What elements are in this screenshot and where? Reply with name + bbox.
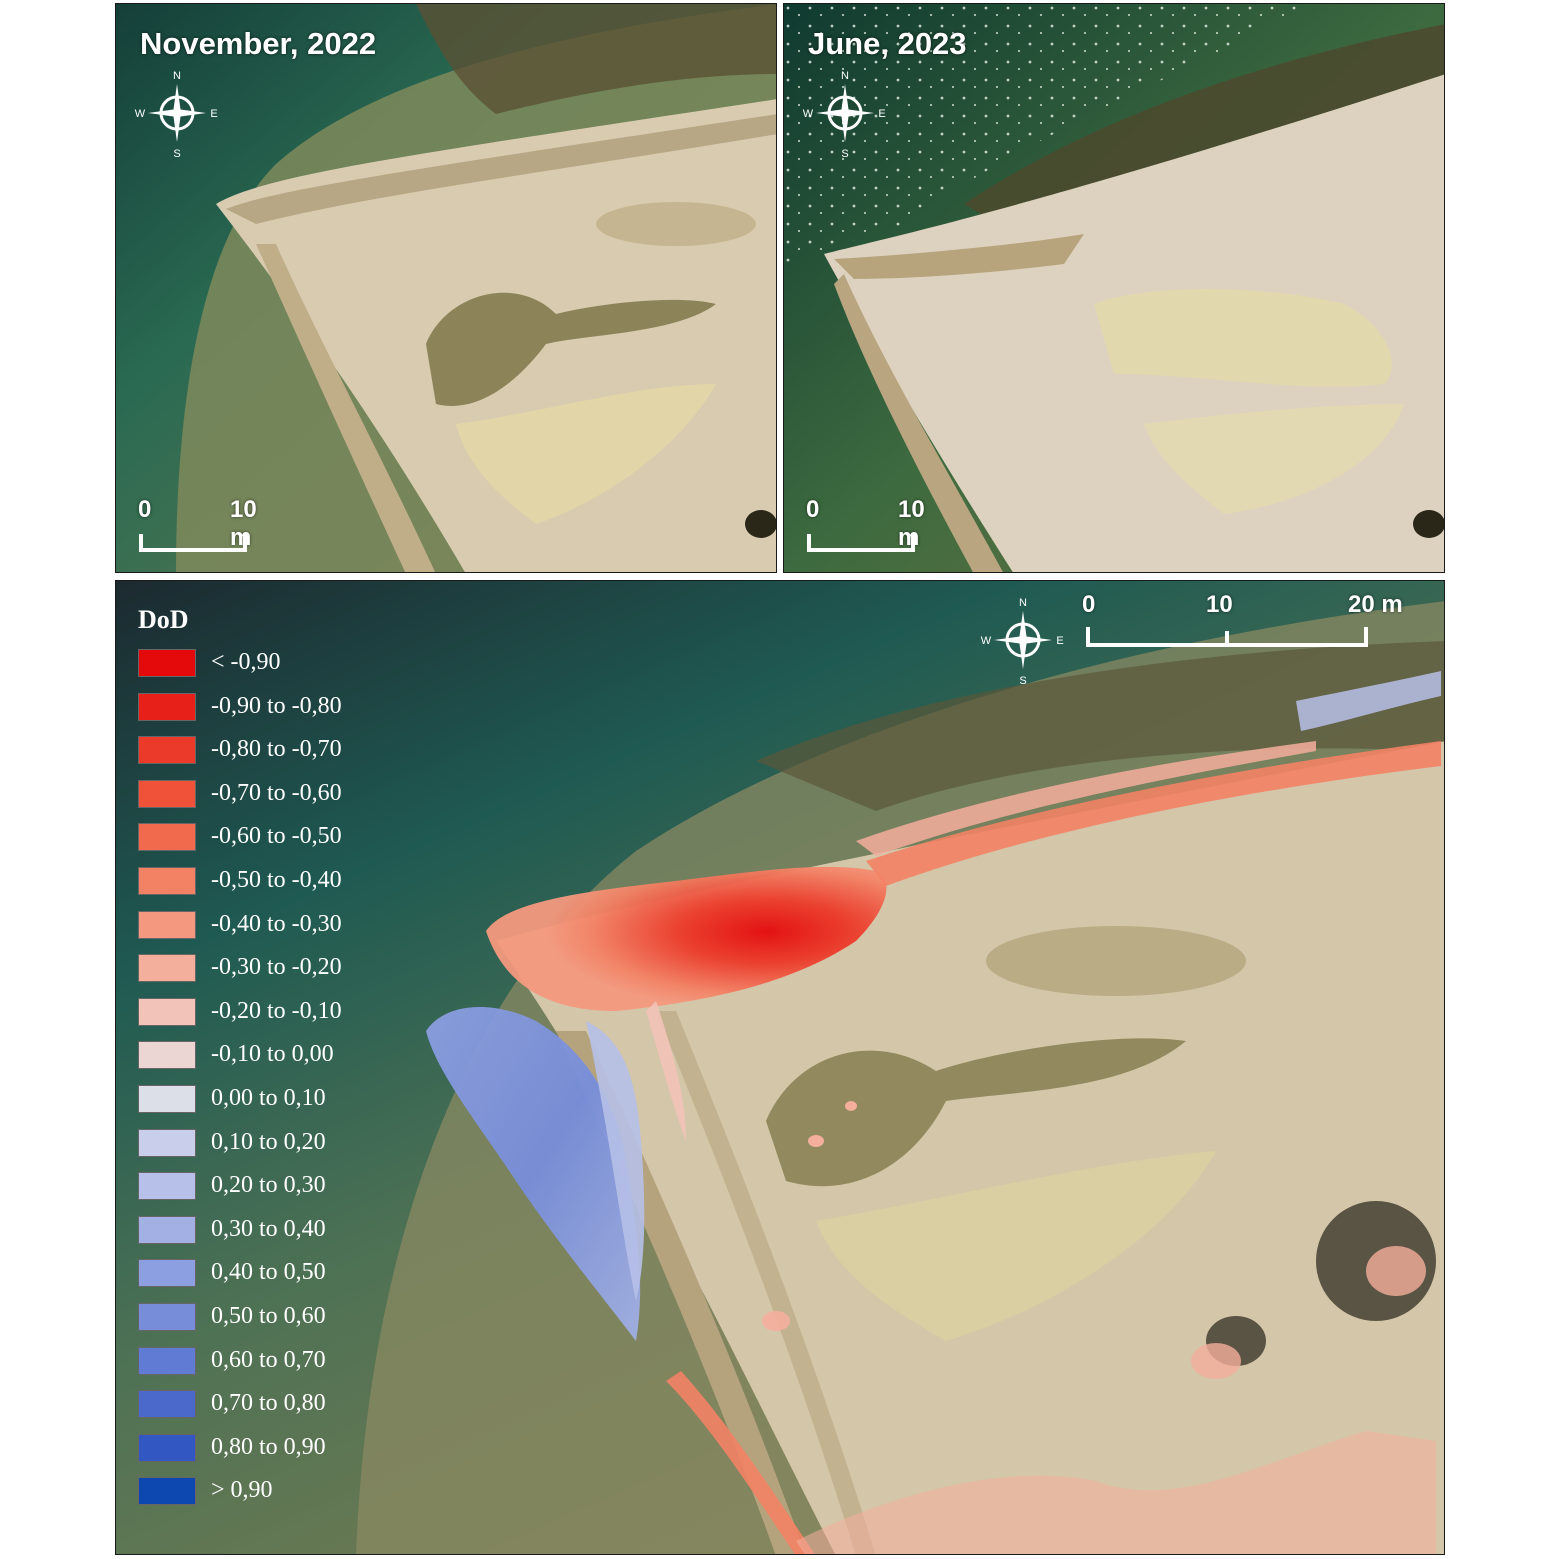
legend-item: -0,10 to 0,00 [138, 1037, 388, 1081]
legend-swatch [138, 692, 196, 721]
legend-swatch [138, 866, 196, 895]
legend-swatch [138, 954, 196, 983]
legend-label: -0,40 to -0,30 [211, 910, 342, 937]
legend-label: -0,30 to -0,20 [211, 954, 342, 981]
legend-swatch [138, 823, 196, 852]
legend-title: DoD [138, 605, 189, 634]
legend-items: < -0,90 -0,90 to -0,80 -0,80 to -0,70 -0,70… [138, 645, 388, 1517]
legend-item: 0,20 to 0,30 [138, 1168, 388, 1212]
compass-n: N [1019, 597, 1027, 609]
legend-swatch [138, 1433, 196, 1462]
compass-e: E [1056, 635, 1063, 647]
legend-label: -0,20 to -0,10 [211, 997, 342, 1024]
legend-item: -0,30 to -0,20 [138, 950, 388, 994]
scale-bar: 0 10 m [138, 496, 278, 556]
north-arrow-icon: N S E W [803, 70, 886, 158]
scale-line [807, 534, 915, 552]
legend-label: 0,30 to 0,40 [211, 1215, 326, 1242]
legend-label: 0,20 to 0,30 [211, 1172, 326, 1199]
compass-s: S [841, 148, 848, 158]
legend-swatch [138, 1215, 196, 1244]
legend-swatch [138, 997, 196, 1026]
compass-w: W [135, 108, 146, 120]
legend-swatch [138, 736, 196, 765]
north-arrow-icon: N S E W [135, 70, 218, 158]
legend-swatch [138, 1302, 196, 1331]
scale-label-end: 10 m [230, 496, 257, 551]
legend-swatch [138, 1041, 196, 1070]
legend-label: > 0,90 [211, 1477, 273, 1504]
scale-label-start: 0 [138, 496, 152, 523]
legend-item: 0,70 to 0,80 [138, 1386, 388, 1430]
legend-label: -0,70 to -0,60 [211, 779, 342, 806]
legend-item: -0,20 to -0,10 [138, 994, 388, 1038]
orthophoto-november-2022: November, 2022 N S E W 0 10 m [115, 3, 777, 573]
legend-item: -0,50 to -0,40 [138, 863, 388, 907]
legend-item: -0,60 to -0,50 [138, 819, 388, 863]
legend-label: 0,40 to 0,50 [211, 1259, 326, 1286]
legend-item: -0,90 to -0,80 [138, 689, 388, 733]
legend-item: 0,10 to 0,20 [138, 1125, 388, 1169]
compass-e: E [210, 108, 217, 120]
dod-legend: DoD < -0,90 -0,90 to -0,80 -0,80 to -0,70 -… [138, 605, 388, 1517]
legend-label: 0,60 to 0,70 [211, 1346, 326, 1373]
legend-label: -0,60 to -0,50 [211, 823, 342, 850]
legend-swatch [138, 649, 196, 677]
legend-item: 0,80 to 0,90 [138, 1430, 388, 1474]
compass-n: N [173, 70, 181, 82]
legend-item: 0,50 to 0,60 [138, 1299, 388, 1343]
legend-item: 0,40 to 0,50 [138, 1255, 388, 1299]
legend-item: > 0,90 [138, 1473, 388, 1517]
legend-label: 0,50 to 0,60 [211, 1302, 326, 1329]
legend-label: < -0,90 [211, 649, 281, 675]
legend-label: 0,10 to 0,20 [211, 1128, 326, 1155]
dod-difference-map: DoD < -0,90 -0,90 to -0,80 -0,80 to -0,70 -… [115, 580, 1445, 1555]
legend-swatch [138, 910, 196, 939]
legend-swatch [138, 1172, 196, 1201]
legend-label: 0,00 to 0,10 [211, 1084, 326, 1111]
panel-title-date: June, 2023 [808, 26, 967, 61]
scale-label-start: 0 [806, 496, 820, 523]
scale-bar: 0 10 m [806, 496, 946, 556]
legend-item: 0,30 to 0,40 [138, 1212, 388, 1256]
legend-item: 0,60 to 0,70 [138, 1343, 388, 1387]
orthophoto-image-nov [116, 4, 776, 572]
legend-label: -0,90 to -0,80 [211, 692, 342, 719]
legend-swatch [138, 779, 196, 808]
legend-item: -0,70 to -0,60 [138, 776, 388, 820]
legend-swatch [138, 1346, 196, 1375]
north-arrow-icon: N S E W [981, 597, 1064, 685]
scale-label-start: 0 [1082, 591, 1096, 618]
scale-label-end: 20 m [1348, 591, 1403, 618]
legend-item: -0,40 to -0,30 [138, 907, 388, 951]
scale-line [139, 534, 247, 552]
compass-w: W [981, 635, 992, 647]
legend-label: -0,50 to -0,40 [211, 866, 342, 893]
legend-swatch [138, 1390, 196, 1419]
orthophoto-image-jun [784, 4, 1444, 572]
legend-swatch [138, 1477, 196, 1506]
legend-item: < -0,90 [138, 645, 388, 689]
legend-item: -0,80 to -0,70 [138, 732, 388, 776]
compass-s: S [173, 148, 180, 158]
legend-swatch [138, 1128, 196, 1157]
legend-swatch [138, 1259, 196, 1288]
compass-n: N [841, 70, 849, 82]
legend-item: 0,00 to 0,10 [138, 1081, 388, 1125]
scale-bar: 0 10 20 m [1082, 591, 1422, 651]
scale-label-mid: 10 [1206, 591, 1233, 618]
legend-swatch [138, 1084, 196, 1113]
panel-title-date: November, 2022 [140, 26, 377, 61]
orthophoto-june-2023: June, 2023 N S E W 0 10 m [783, 3, 1445, 573]
compass-e: E [878, 108, 885, 120]
legend-label: -0,10 to 0,00 [211, 1041, 334, 1068]
scale-line [1086, 627, 1368, 647]
compass-s: S [1019, 675, 1026, 685]
legend-label: 0,80 to 0,90 [211, 1433, 326, 1460]
legend-label: 0,70 to 0,80 [211, 1390, 326, 1417]
compass-w: W [803, 108, 814, 120]
legend-label: -0,80 to -0,70 [211, 736, 342, 763]
dod-map-image [116, 581, 1444, 1554]
